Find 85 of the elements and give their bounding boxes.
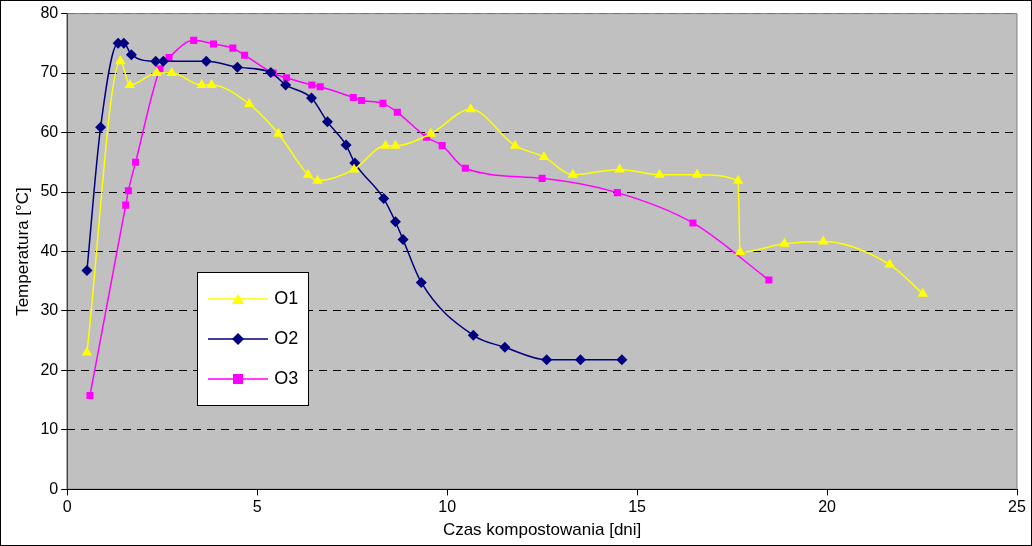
- point: [509, 139, 521, 149]
- x-tick-label: 10: [438, 498, 457, 516]
- y-tick-label: 60: [40, 122, 59, 140]
- x-tick-label: 20: [818, 498, 837, 516]
- y-tick-label: 30: [40, 301, 59, 319]
- legend-label: O3: [274, 368, 299, 389]
- point: [616, 354, 628, 366]
- point: [380, 139, 391, 149]
- point: [779, 237, 790, 247]
- point: [190, 36, 198, 44]
- point: [280, 79, 292, 91]
- point: [302, 168, 314, 178]
- point: [538, 150, 550, 160]
- point: [241, 51, 249, 59]
- point: [654, 168, 665, 178]
- point: [349, 93, 357, 101]
- point: [196, 78, 207, 88]
- legend-label: O1: [274, 288, 299, 309]
- point: [151, 67, 163, 77]
- point: [884, 258, 895, 268]
- point: [461, 164, 469, 172]
- point: [81, 265, 93, 277]
- point: [390, 139, 401, 149]
- point: [467, 329, 479, 341]
- point: [273, 127, 284, 137]
- point: [86, 391, 94, 399]
- point: [265, 66, 277, 78]
- point: [95, 121, 107, 133]
- point: [538, 174, 546, 182]
- point: [917, 287, 928, 297]
- point: [166, 67, 177, 77]
- y-tick-label: 20: [40, 360, 59, 378]
- y-axis-title: Temperatura [°C]: [12, 187, 32, 316]
- point: [340, 139, 352, 151]
- y-tick-label: 0: [49, 479, 59, 497]
- point: [282, 74, 290, 82]
- y-tick-label: 40: [40, 241, 59, 259]
- legend-label: O2: [274, 328, 299, 349]
- point: [691, 168, 703, 178]
- point: [321, 116, 333, 128]
- point: [125, 49, 137, 61]
- point: [438, 142, 446, 150]
- point: [499, 341, 511, 353]
- point: [389, 216, 401, 228]
- point: [379, 99, 387, 107]
- point: [81, 346, 93, 356]
- point: [567, 168, 579, 178]
- point: [229, 44, 237, 52]
- point: [243, 98, 255, 107]
- y-tick-label: 10: [40, 420, 59, 438]
- x-tick-label: 15: [628, 498, 647, 516]
- point: [425, 127, 436, 137]
- point: [765, 276, 773, 284]
- x-tick-label: 0: [62, 498, 72, 516]
- point: [348, 163, 360, 173]
- point: [316, 83, 324, 91]
- x-axis-title: Czas kompostowania [dni]: [442, 520, 642, 540]
- y-tick-label: 80: [40, 4, 59, 22]
- point: [132, 158, 140, 166]
- point: [378, 193, 390, 205]
- point: [415, 276, 427, 288]
- point: [397, 234, 409, 246]
- point: [734, 246, 746, 256]
- point: [312, 174, 323, 184]
- point: [613, 189, 621, 197]
- point: [308, 81, 316, 89]
- point: [305, 92, 317, 104]
- point: [200, 55, 212, 67]
- y-tick-label: 50: [40, 182, 59, 200]
- point: [689, 219, 697, 227]
- point: [541, 354, 553, 366]
- point: [206, 78, 217, 88]
- x-tick-label: 25: [1008, 498, 1026, 516]
- point: [124, 78, 136, 88]
- x-tick-label: 5: [252, 498, 262, 516]
- point: [358, 96, 366, 104]
- point: [393, 108, 401, 116]
- point: [115, 55, 126, 65]
- point: [124, 187, 132, 195]
- point: [231, 61, 243, 73]
- point: [732, 174, 744, 184]
- point: [122, 201, 130, 209]
- point: [574, 354, 586, 366]
- point: [209, 40, 217, 48]
- y-tick-label: 70: [40, 63, 59, 81]
